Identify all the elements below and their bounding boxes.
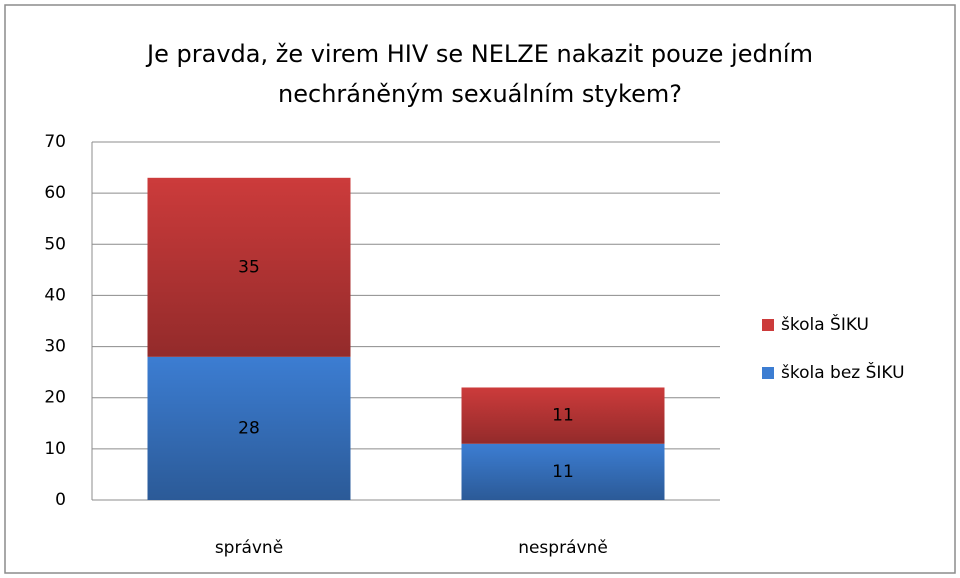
x-tick-label: správně <box>215 538 283 558</box>
data-label: 28 <box>238 418 260 438</box>
bar-shade <box>147 356 351 500</box>
legend-label: škola ŠIKU <box>781 313 869 335</box>
legend-swatch <box>762 367 774 379</box>
y-tick-label: 60 <box>44 183 66 203</box>
y-tick-label: 40 <box>44 285 66 305</box>
data-label: 35 <box>238 257 260 277</box>
data-label: 11 <box>552 406 574 426</box>
x-tick-label: nesprávně <box>518 538 608 558</box>
y-tick-label: 70 <box>44 132 66 152</box>
legend-swatch <box>762 319 774 331</box>
bar-shade <box>461 443 665 500</box>
bar-shade <box>461 387 665 444</box>
y-tick-label: 0 <box>55 490 66 510</box>
y-tick-label: 50 <box>44 234 66 254</box>
legend-label: škola bez ŠIKU <box>781 361 905 383</box>
y-tick-label: 30 <box>44 337 66 357</box>
chart-title: Je pravda, že virem HIV se NELZE nakazit… <box>147 40 813 108</box>
bar-shade <box>147 177 351 357</box>
y-tick-label: 10 <box>44 439 66 459</box>
data-label: 11 <box>552 462 574 482</box>
y-tick-label: 20 <box>44 388 66 408</box>
